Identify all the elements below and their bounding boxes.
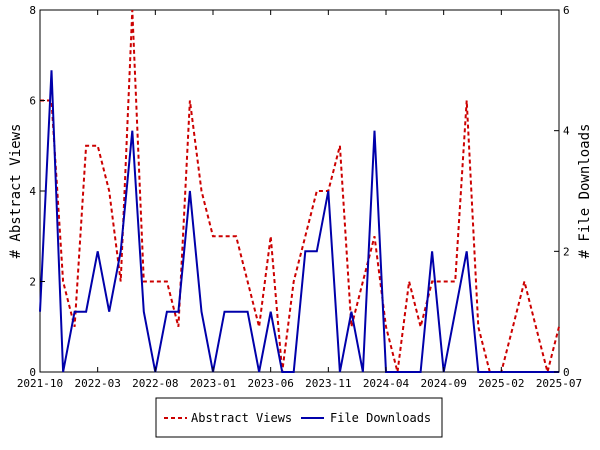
x-tick-label-2022-08: 2022-08 <box>132 377 178 390</box>
x-tick-label-2024-04: 2024-04 <box>363 377 410 390</box>
legend: Abstract Views File Downloads <box>155 397 443 438</box>
series-line-file-downloads <box>39 70 559 373</box>
y-right-axis-title: # File Downloads <box>577 124 593 259</box>
y-right-tick-label-4: 4 <box>563 125 570 138</box>
legend-label-abstract-views: Abstract Views <box>191 411 292 425</box>
x-tick-label-2025-02: 2025-02 <box>478 377 524 390</box>
x-tick-label-2023-01: 2023-01 <box>190 377 236 390</box>
x-tick-label-2024-09: 2024-09 <box>420 377 466 390</box>
y-left-tick-label-6: 6 <box>29 95 36 108</box>
y-left-tick-label-2: 2 <box>29 276 36 289</box>
x-tick-label-2023-11: 2023-11 <box>305 377 351 390</box>
legend-label-file-downloads: File Downloads <box>330 411 431 425</box>
x-tick-label-2025-07: 2025-07 <box>536 377 582 390</box>
y-right-tick-label-6: 6 <box>563 4 570 17</box>
y-left-axis-title: # Abstract Views <box>8 124 24 259</box>
y-left-tick-label-4: 4 <box>29 185 36 198</box>
y-right-tick-label-2: 2 <box>563 245 570 258</box>
legend-box <box>155 397 443 438</box>
x-tick-label-2022-03: 2022-03 <box>74 377 120 390</box>
x-tick-label-2021-10: 2021-10 <box>17 377 63 390</box>
y-right-tick-label-0: 0 <box>563 366 570 379</box>
y-left-tick-label-8: 8 <box>29 4 36 17</box>
x-tick-label-2023-06: 2023-06 <box>247 377 293 390</box>
y-left-tick-label-0: 0 <box>29 366 36 379</box>
series-layer <box>39 9 560 373</box>
axes-layer: 2021-10 2022-03 2022-08 2023-01 2023-06 2023-… <box>17 4 582 390</box>
